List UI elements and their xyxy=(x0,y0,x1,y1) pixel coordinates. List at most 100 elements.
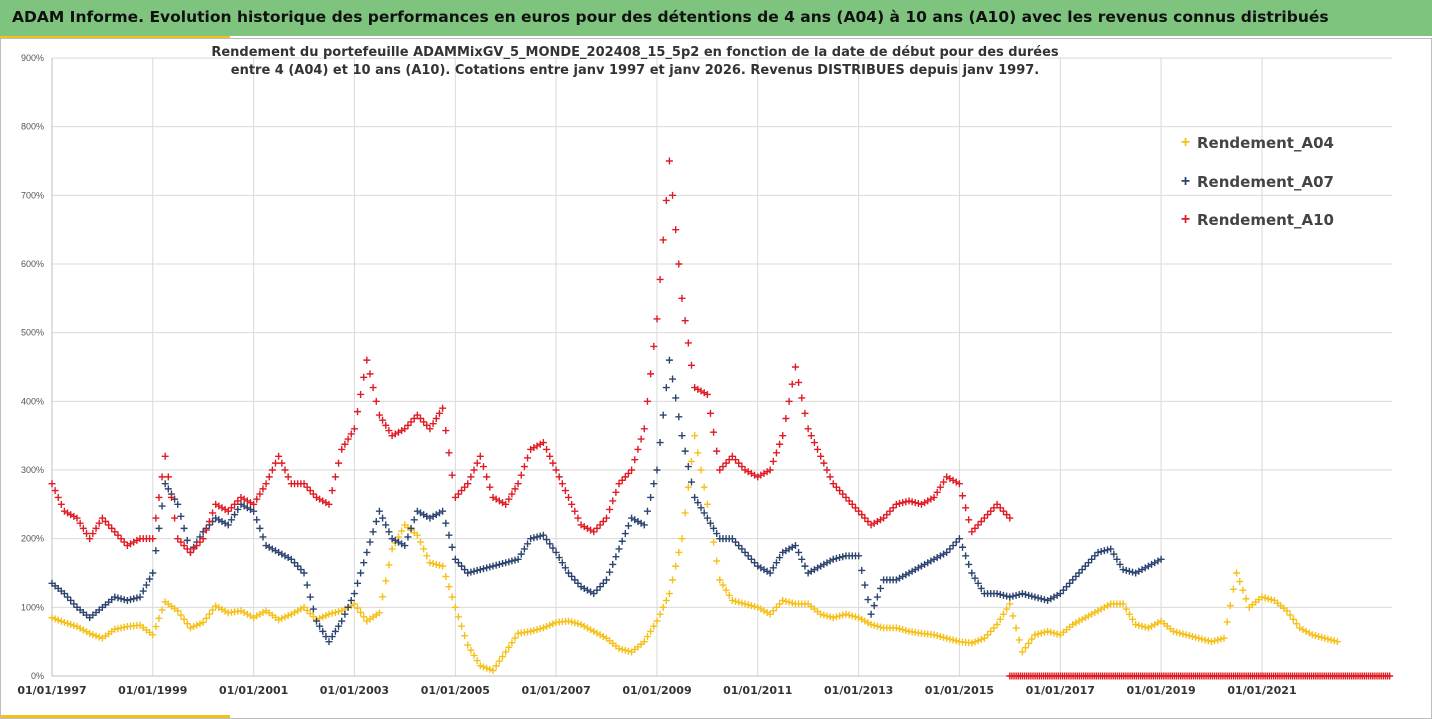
point-rendement-a07 xyxy=(959,543,967,551)
point-rendement-a04 xyxy=(700,483,708,491)
point-rendement-a07 xyxy=(158,502,166,510)
point-rendement-a10 xyxy=(980,514,988,522)
point-rendement-a10 xyxy=(303,483,311,491)
point-rendement-a04 xyxy=(936,633,944,641)
point-rendement-a10 xyxy=(896,499,904,507)
point-rendement-a04 xyxy=(149,631,157,639)
point-rendement-a07 xyxy=(1157,555,1165,563)
point-rendement-a10 xyxy=(461,483,469,491)
point-rendement-a07 xyxy=(1097,548,1105,556)
point-rendement-a07 xyxy=(253,516,261,524)
point-rendement-a04 xyxy=(398,527,406,535)
point-rendement-a07 xyxy=(710,524,718,532)
point-rendement-a10 xyxy=(250,500,258,508)
point-rendement-a04 xyxy=(1324,635,1332,643)
point-rendement-a10 xyxy=(653,315,661,323)
point-rendement-a10 xyxy=(845,497,853,505)
point-rendement-a07 xyxy=(379,514,387,522)
point-rendement-a07 xyxy=(1135,567,1143,575)
point-rendement-a10 xyxy=(492,495,500,503)
point-rendement-a07 xyxy=(527,535,535,543)
point-rendement-a10 xyxy=(858,511,866,519)
point-rendement-a04 xyxy=(527,627,535,635)
point-rendement-a04 xyxy=(1129,615,1137,623)
point-rendement-a10 xyxy=(842,493,850,501)
point-rendement-a04 xyxy=(429,560,437,568)
point-rendement-a07 xyxy=(372,518,380,525)
point-rendement-a07 xyxy=(1066,579,1074,587)
point-rendement-a07 xyxy=(1069,576,1077,584)
point-rendement-a04 xyxy=(788,599,796,607)
point-rendement-a07 xyxy=(155,524,163,532)
point-rendement-a04 xyxy=(209,606,217,614)
point-rendement-a04 xyxy=(946,635,954,643)
point-rendement-a10 xyxy=(470,466,478,474)
point-rendement-a04 xyxy=(943,634,951,642)
point-rendement-a04 xyxy=(291,608,299,616)
point-rendement-a10 xyxy=(902,498,910,506)
point-rendement-a04 xyxy=(448,593,456,601)
x-tick-label: 01/01/2005 xyxy=(421,684,490,697)
point-rendement-a10 xyxy=(171,514,179,522)
point-rendement-a07 xyxy=(464,569,472,577)
point-rendement-a07 xyxy=(684,463,692,471)
point-rendement-a07 xyxy=(322,633,330,641)
point-rendement-a04 xyxy=(662,596,670,604)
point-rendement-a10 xyxy=(375,411,383,419)
point-rendement-a07 xyxy=(896,574,904,582)
point-rendement-a04 xyxy=(1242,595,1250,603)
point-rendement-a07 xyxy=(291,559,299,567)
point-rendement-a04 xyxy=(987,627,995,635)
point-rendement-a10 xyxy=(574,514,582,522)
point-rendement-a04 xyxy=(725,591,733,599)
legend-label-a04: Rendement_A04 xyxy=(1197,134,1334,153)
y-tick-label: 500% xyxy=(21,328,44,338)
point-rendement-a10 xyxy=(177,538,185,546)
point-rendement-a04 xyxy=(568,618,576,626)
point-rendement-a07 xyxy=(404,533,412,541)
point-rendement-a04 xyxy=(669,576,677,584)
point-rendement-a10 xyxy=(413,411,421,419)
point-rendement-a07 xyxy=(259,533,267,541)
point-rendement-a04 xyxy=(319,613,327,621)
point-rendement-a10 xyxy=(565,493,573,501)
point-rendement-a04 xyxy=(779,596,787,604)
point-rendement-a10 xyxy=(202,526,210,534)
point-rendement-a10 xyxy=(530,444,538,452)
point-rendement-a10 xyxy=(268,466,276,474)
point-rendement-a04 xyxy=(772,603,780,611)
legend-label-a07: Rendement_A07 xyxy=(1197,172,1334,191)
legend-item-a10: + Rendement_A10 xyxy=(1176,201,1334,240)
point-rendement-a07 xyxy=(624,522,632,530)
point-rendement-a10 xyxy=(543,445,551,453)
point-rendement-a10 xyxy=(990,504,998,512)
point-rendement-a04 xyxy=(495,657,503,665)
point-rendement-a07 xyxy=(1034,594,1042,602)
point-rendement-a07 xyxy=(316,622,324,630)
point-rendement-a04 xyxy=(281,613,289,621)
title-banner: ADAM Informe. Evolution historique des p… xyxy=(0,0,1432,36)
point-rendement-a07 xyxy=(1081,562,1089,570)
point-rendement-a07 xyxy=(517,550,525,558)
point-rendement-a04 xyxy=(1088,610,1096,618)
point-rendement-a04 xyxy=(1302,627,1310,635)
point-rendement-a10 xyxy=(558,480,566,488)
point-rendement-a07 xyxy=(1113,555,1121,563)
point-rendement-a07 xyxy=(180,524,188,532)
point-rendement-a04 xyxy=(615,645,623,653)
point-rendement-a10 xyxy=(101,518,109,525)
point-rendement-a10 xyxy=(539,439,547,447)
point-rendement-a10 xyxy=(240,495,248,503)
point-rendement-a10 xyxy=(795,378,803,386)
point-rendement-a04 xyxy=(829,614,837,622)
point-rendement-a10 xyxy=(930,493,938,501)
point-rendement-a04 xyxy=(458,622,466,630)
point-rendement-a10 xyxy=(728,452,736,460)
point-rendement-a07 xyxy=(1047,595,1055,603)
point-rendement-a07 xyxy=(703,514,711,522)
point-rendement-a07 xyxy=(738,545,746,553)
point-rendement-a04 xyxy=(89,631,97,639)
point-rendement-a10 xyxy=(385,427,393,435)
point-rendement-a04 xyxy=(1031,631,1039,639)
point-rendement-a10 xyxy=(520,463,528,471)
